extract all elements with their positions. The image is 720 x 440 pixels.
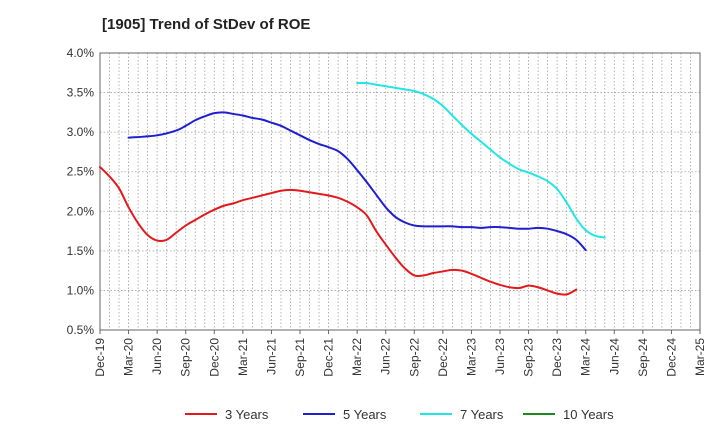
y-tick-label: 2.0% [67, 204, 95, 218]
x-tick-label: Sep-20 [179, 338, 193, 377]
x-tick-label: Dec-23 [550, 338, 564, 377]
x-tick-label: Mar-20 [122, 338, 136, 376]
legend-label-3-years: 3 Years [225, 407, 269, 422]
y-tick-label: 1.5% [67, 244, 95, 258]
plot-border [99, 52, 701, 331]
x-tick-label: Jun-21 [264, 338, 278, 375]
series-line-7-years [356, 81, 606, 239]
x-tick-label: Mar-21 [236, 338, 250, 376]
x-tick-label: Mar-22 [350, 338, 364, 376]
x-tick-label: Mar-25 [693, 338, 707, 376]
chart-title: [1905] Trend of StDev of ROE [102, 16, 311, 33]
x-tick-label: Sep-22 [407, 338, 421, 377]
x-tick-label: Sep-21 [293, 338, 307, 377]
x-tick-label: Sep-23 [522, 338, 536, 377]
series-line-5-years [127, 111, 587, 252]
x-tick-label: Mar-23 [464, 338, 478, 376]
plot-area [100, 53, 700, 330]
x-tick-label: Dec-24 [664, 338, 678, 377]
x-tick-label: Dec-22 [436, 338, 450, 377]
legend-label-5-years: 5 Years [343, 407, 387, 422]
x-tick-label: Jun-20 [150, 338, 164, 375]
x-tick-label: Mar-24 [579, 338, 593, 376]
legend-label-10-years: 10 Years [563, 407, 614, 422]
x-tick-label: Jun-24 [607, 338, 621, 375]
x-tick-label: Jun-23 [493, 338, 507, 375]
y-tick-label: 3.5% [67, 86, 95, 100]
x-tick-label: Dec-20 [207, 338, 221, 377]
x-tick-label: Dec-21 [322, 338, 336, 377]
y-tick-label: 3.0% [67, 125, 95, 139]
y-tick-label: 1.0% [67, 283, 95, 297]
y-tick-label: 2.5% [67, 165, 95, 179]
y-tick-label: 4.0% [67, 46, 95, 60]
y-tick-label: 0.5% [67, 323, 95, 337]
x-tick-label: Jun-22 [379, 338, 393, 375]
x-tick-label: Sep-24 [636, 338, 650, 377]
legend-label-7-years: 7 Years [460, 407, 504, 422]
x-tick-label: Dec-19 [93, 338, 107, 377]
series-line-3-years [99, 165, 578, 296]
